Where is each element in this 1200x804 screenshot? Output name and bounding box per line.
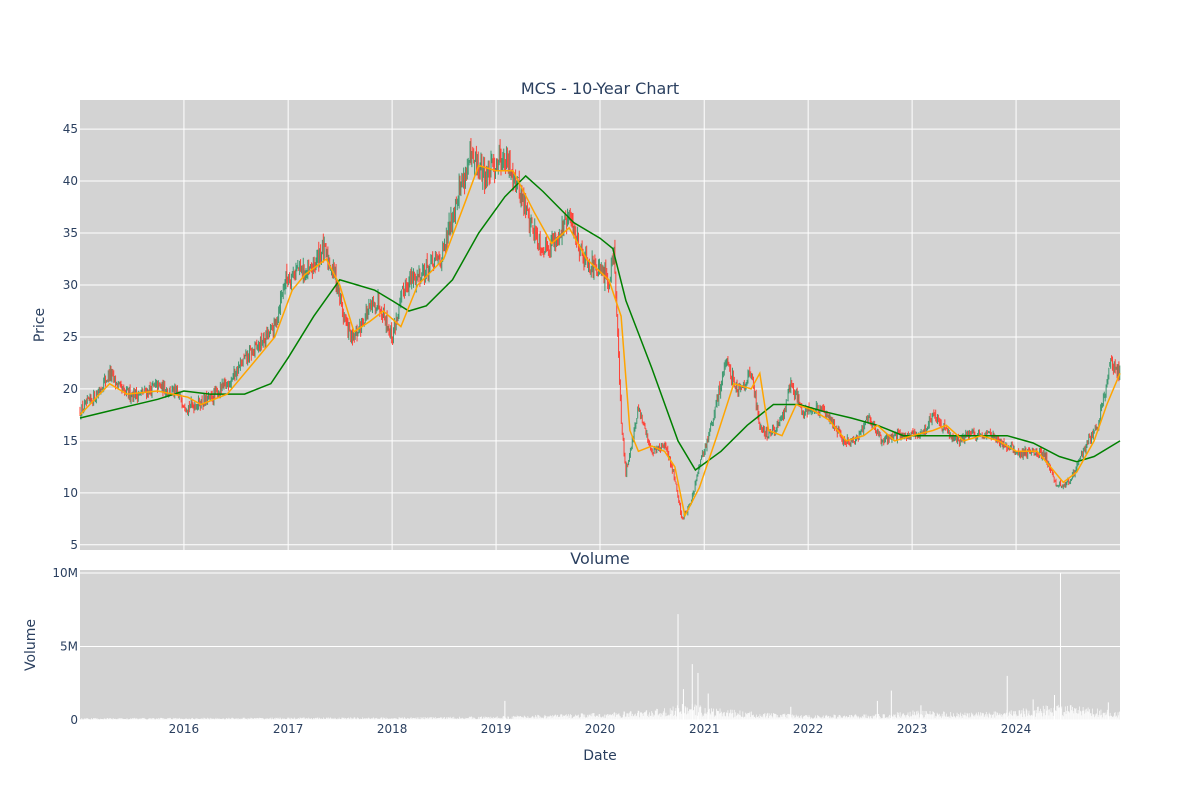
x-axis-title: Date [583, 748, 616, 764]
volume-bars [79, 572, 1120, 720]
price-ytick-label-3: 20 [63, 382, 78, 396]
xtick-label-8: 2024 [1001, 722, 1032, 736]
volume-ytick-label-2: 10M [52, 566, 78, 580]
volume-plot-area [80, 570, 1120, 720]
price-ytick-label-0: 5 [70, 538, 78, 552]
volume-ytick-label-0: 0 [70, 713, 78, 727]
xtick-label-4: 2020 [585, 722, 616, 736]
xtick-label-5: 2021 [689, 722, 720, 736]
x-ticks: 2016 2017 2018 2019 2020 2021 2022 2023 2024 [169, 722, 1032, 736]
price-ytick-label-5: 30 [63, 278, 78, 292]
chart-title: MCS - 10-Year Chart [521, 79, 679, 98]
price-ytick-label-7: 40 [63, 174, 78, 188]
xtick-label-6: 2022 [793, 722, 824, 736]
xtick-label-1: 2017 [273, 722, 304, 736]
volume-y-ticks: 0 5M 10M [52, 566, 78, 727]
xtick-label-0: 2016 [169, 722, 200, 736]
xtick-label-2: 2018 [377, 722, 408, 736]
volume-axis-title: Volume [23, 619, 39, 671]
price-axis-title: Price [32, 308, 48, 342]
volume-subplot-title: Volume [570, 549, 630, 568]
ma-long-line [79, 174, 1121, 472]
ma-short-line [79, 164, 1121, 518]
price-ytick-label-2: 15 [63, 434, 78, 448]
price-ytick-label-8: 45 [63, 122, 78, 136]
xtick-label-7: 2023 [897, 722, 928, 736]
volume-ytick-label-1: 5M [60, 639, 78, 653]
price-y-ticks: 5 10 15 20 25 30 35 40 45 [63, 122, 78, 552]
xtick-label-3: 2019 [481, 722, 512, 736]
price-ytick-label-1: 10 [63, 486, 78, 500]
price-ytick-label-6: 35 [63, 226, 78, 240]
price-ytick-label-4: 25 [63, 330, 78, 344]
